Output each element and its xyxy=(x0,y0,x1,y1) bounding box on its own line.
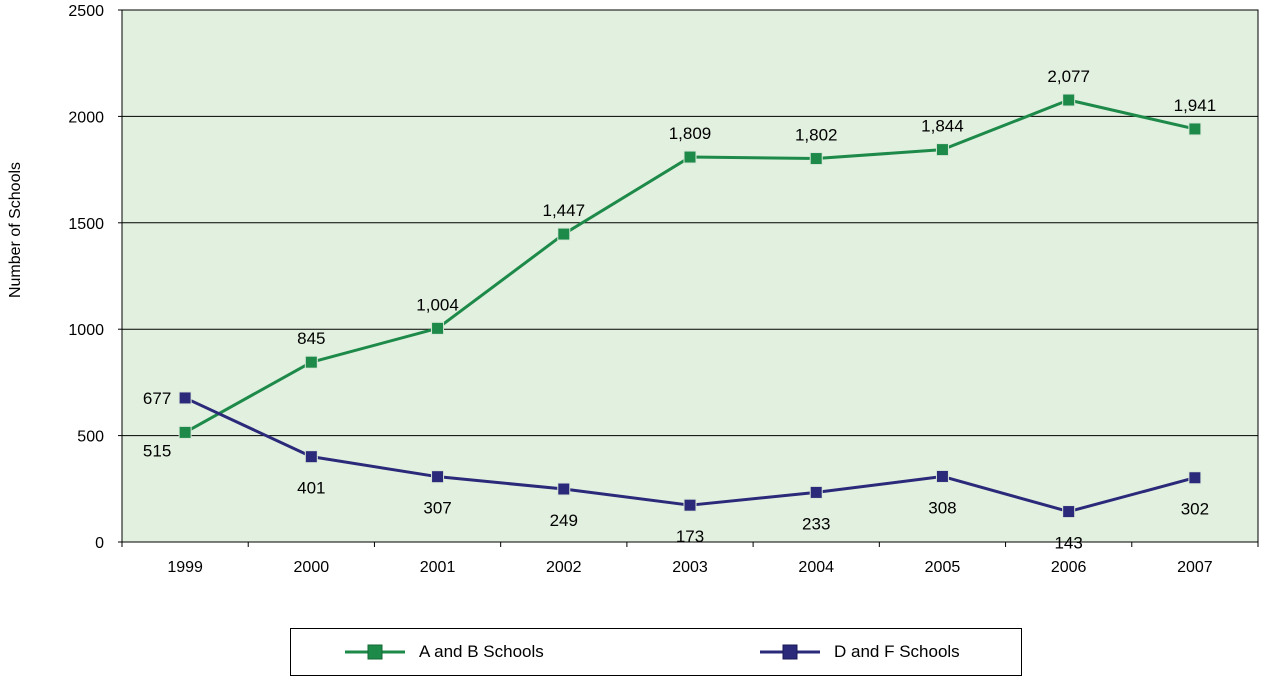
data-point-marker xyxy=(178,425,192,439)
gridlines xyxy=(122,9,1258,437)
data-point-marker xyxy=(557,482,571,496)
data-label: 1,447 xyxy=(543,201,586,220)
plot-area xyxy=(121,9,1259,543)
x-tick-label: 2000 xyxy=(294,559,330,576)
y-axis-label: Number of Schools xyxy=(7,162,24,298)
data-label: 677 xyxy=(143,389,171,408)
data-point-marker xyxy=(809,485,823,499)
data-point-marker xyxy=(304,450,318,464)
y-tick-label: 500 xyxy=(77,429,104,446)
data-label: 308 xyxy=(928,498,956,517)
data-labels: 515 845 1,004 1,447 1,809 1,802 1,844 2,077 1,94… xyxy=(143,67,1216,553)
data-label: 401 xyxy=(297,479,325,498)
y-axis-tick-labels: 0 500 1000 1500 2000 2500 xyxy=(68,3,104,552)
line-chart: 0 500 1000 1500 2000 2500 1999 2000 2001 2002 200… xyxy=(7,3,1259,576)
data-label: 233 xyxy=(802,514,830,533)
x-tick-label: 2003 xyxy=(672,559,708,576)
data-label: 1,844 xyxy=(921,117,964,136)
data-point-marker xyxy=(431,470,445,484)
data-point-marker xyxy=(304,355,318,369)
y-tick-label: 2000 xyxy=(68,109,104,126)
x-axis-tick-labels: 1999 2000 2001 2002 2003 2004 2005 2006 2007 xyxy=(167,559,1212,576)
data-point-marker xyxy=(1062,505,1076,519)
x-tick-label: 2001 xyxy=(420,559,456,576)
legend-item-a-and-b: A and B Schools xyxy=(343,629,544,675)
legend: A and B Schools D and F Schools xyxy=(290,628,1022,676)
series xyxy=(178,93,1202,519)
data-label: 515 xyxy=(143,441,171,460)
x-tick-label: 2005 xyxy=(925,559,961,576)
x-tick-label: 1999 xyxy=(167,559,203,576)
data-label: 845 xyxy=(297,329,325,348)
data-point-marker xyxy=(1062,93,1076,107)
legend-marker-a-and-b-icon xyxy=(345,644,405,660)
x-tick-label: 2002 xyxy=(546,559,582,576)
y-tick-label: 2500 xyxy=(68,3,104,20)
data-label: 307 xyxy=(423,499,451,518)
data-label: 143 xyxy=(1054,534,1082,553)
data-label: 1,809 xyxy=(669,124,712,143)
data-label: 1,004 xyxy=(416,295,459,314)
data-label: 173 xyxy=(676,527,704,546)
data-label: 1,941 xyxy=(1174,96,1217,115)
data-point-marker xyxy=(431,321,445,335)
x-tick-label: 2007 xyxy=(1177,559,1213,576)
data-point-marker xyxy=(178,391,192,405)
legend-item-d-and-f: D and F Schools xyxy=(758,629,960,675)
data-point-marker xyxy=(1188,122,1202,136)
data-point-marker xyxy=(683,150,697,164)
data-label: 302 xyxy=(1181,500,1209,519)
data-point-marker xyxy=(809,152,823,166)
data-label: 249 xyxy=(550,511,578,530)
data-point-marker xyxy=(935,469,949,483)
legend-marker-d-and-f-icon xyxy=(760,644,820,660)
y-tick-label: 0 xyxy=(95,535,104,552)
data-label: 1,802 xyxy=(795,126,838,145)
data-point-marker xyxy=(1188,471,1202,485)
legend-label-a-and-b: A and B Schools xyxy=(419,642,544,661)
x-tick-label: 2006 xyxy=(1051,559,1087,576)
x-tick-label: 2004 xyxy=(798,559,834,576)
data-label: 2,077 xyxy=(1047,67,1090,86)
y-tick-label: 1000 xyxy=(68,322,104,339)
legend-label-d-and-f: D and F Schools xyxy=(834,642,960,661)
y-tick-label: 1500 xyxy=(68,216,104,233)
data-point-marker xyxy=(683,498,697,512)
data-point-marker xyxy=(935,143,949,157)
axes xyxy=(118,9,1259,547)
data-point-marker xyxy=(557,227,571,241)
